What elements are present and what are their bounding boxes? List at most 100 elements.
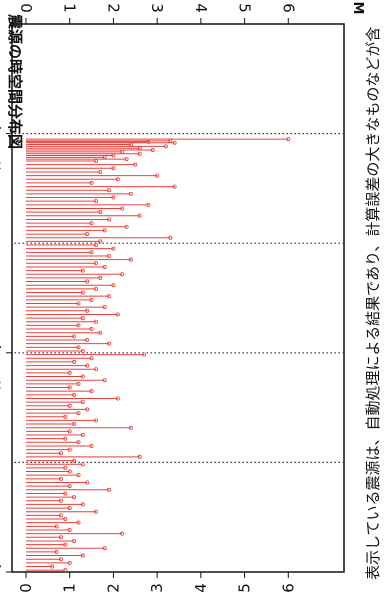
bar-marker <box>76 473 81 478</box>
bar-marker <box>124 157 129 162</box>
bar-marker <box>67 370 72 375</box>
bar-marker <box>58 498 63 503</box>
bar-marker <box>76 301 81 306</box>
bar-marker <box>89 221 94 226</box>
bar-marker <box>63 414 68 419</box>
bar-marker <box>102 228 107 233</box>
y-tick-label: 3 <box>148 3 166 13</box>
bar-marker <box>63 517 68 522</box>
y-tick-label-right: 6 <box>279 583 297 593</box>
y-tick-label: 5 <box>236 3 254 13</box>
bar-marker <box>107 217 112 222</box>
y-tick-label-right: 0 <box>17 583 35 593</box>
bar-marker <box>128 257 133 262</box>
bar-marker <box>76 440 81 445</box>
bar-marker <box>58 451 63 456</box>
bar-marker <box>98 239 103 244</box>
bar-marker <box>58 535 63 540</box>
bar-marker <box>98 210 103 215</box>
bar-marker <box>72 495 77 500</box>
bar-marker <box>128 425 133 430</box>
y-tick-label-right: 3 <box>148 583 166 593</box>
bar-marker <box>72 392 77 397</box>
bar-marker <box>102 378 107 383</box>
x-axis: 08時00分 10時00分 12時00分 <box>0 93 12 594</box>
bar-marker <box>93 286 98 291</box>
bar-marker <box>93 261 98 266</box>
y-axis-label: M <box>350 2 365 15</box>
bar-marker <box>72 422 77 427</box>
x-tick-label: 10時00分 <box>0 312 2 393</box>
bar-marker <box>80 348 85 353</box>
footnote-text: 表示している震源は、自動処理による結果であり、計算誤差の大きなものなどが含 <box>364 27 382 580</box>
header-fragment-text: 震源の時空間分布図 <box>6 14 24 149</box>
bar-marker <box>85 338 90 343</box>
bar-marker <box>89 443 94 448</box>
bar-marker <box>76 381 81 386</box>
bar-marker <box>58 476 63 481</box>
bar-marker <box>67 506 72 511</box>
bar-marker <box>80 553 85 558</box>
bar-marker <box>67 385 72 390</box>
bar-marker <box>142 352 147 357</box>
bar-marker <box>85 363 90 368</box>
y-tick-label: 2 <box>104 3 122 13</box>
bar-marker <box>80 290 85 295</box>
bar-marker <box>107 341 112 346</box>
bar-marker <box>76 323 81 328</box>
y-tick-label: 4 <box>192 3 210 13</box>
bar-marker <box>50 564 55 569</box>
bar-marker <box>107 294 112 299</box>
bar-marker <box>111 153 116 158</box>
bar-marker <box>120 531 125 536</box>
bar-marker <box>85 480 90 485</box>
plot-frame <box>11 23 345 573</box>
bar-marker <box>120 272 125 277</box>
bar-marker <box>67 560 72 565</box>
bar-marker <box>67 469 72 474</box>
bar-marker <box>72 359 77 364</box>
bar-marker <box>146 139 151 144</box>
bar-marker <box>286 137 291 142</box>
bar-marker <box>63 436 68 441</box>
bar-marker <box>54 524 59 529</box>
bar-marker <box>107 253 112 258</box>
bar-marker <box>85 279 90 284</box>
bar-marker <box>63 542 68 547</box>
bar-marker <box>72 334 77 339</box>
bar-marker <box>111 246 116 251</box>
bar-marker <box>98 330 103 335</box>
bar-marker <box>80 374 85 379</box>
bar-marker <box>146 202 151 207</box>
bar-marker <box>89 389 94 394</box>
bar-marker <box>115 177 120 182</box>
bars <box>26 137 291 573</box>
bar-marker <box>67 527 72 532</box>
bar-marker <box>98 169 103 174</box>
bar-marker <box>137 151 142 156</box>
bar-marker <box>76 411 81 416</box>
bar-marker <box>93 199 98 204</box>
bar-marker <box>89 180 94 185</box>
bar-marker <box>124 224 129 229</box>
bar-marker <box>93 158 98 163</box>
bar-marker <box>80 316 85 321</box>
bar-marker <box>111 195 116 200</box>
y-axis: 0 0 1 1 2 2 3 3 4 4 5 5 6 6 <box>17 3 297 593</box>
bar-marker <box>120 206 125 211</box>
bar-marker <box>80 432 85 437</box>
bar-marker <box>89 250 94 255</box>
x-tick-label: 08時00分 <box>0 93 2 174</box>
bar-marker <box>67 403 72 408</box>
bar-marker <box>72 538 77 543</box>
y-tick-label-right: 1 <box>61 583 79 593</box>
bar-marker <box>150 148 155 153</box>
y-tick-label-right: 4 <box>192 583 210 593</box>
bar-marker <box>89 356 94 361</box>
bar-marker <box>137 454 142 459</box>
y-tick-label: 0 <box>17 3 35 13</box>
bar-marker <box>85 407 90 412</box>
bar-marker <box>133 162 138 167</box>
plot-area: 0 0 1 1 2 2 3 3 4 4 5 5 6 6 08時00分 10時00分 12時00分 M <box>0 2 365 594</box>
